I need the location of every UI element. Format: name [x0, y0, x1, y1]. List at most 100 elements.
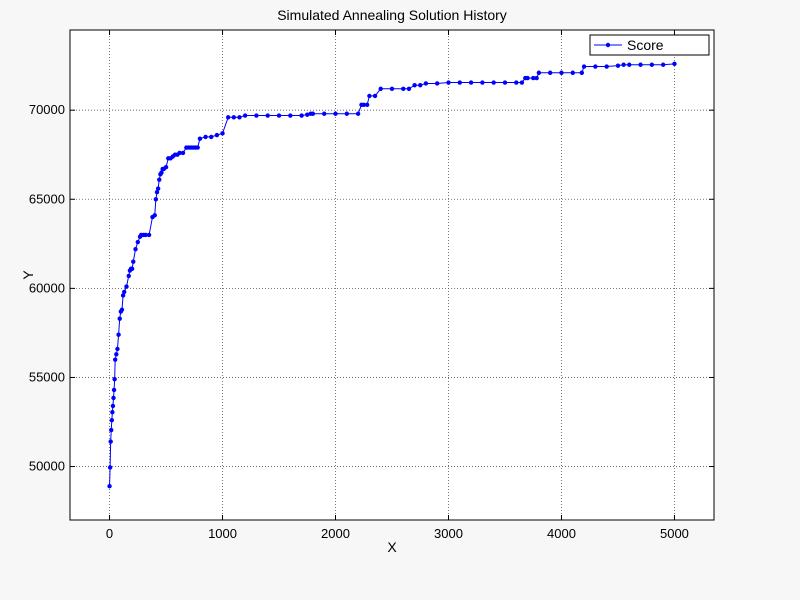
x-tick-label: 0 [106, 526, 113, 541]
data-point [355, 111, 361, 116]
x-axis-label: X [387, 539, 397, 555]
x-tick-label: 5000 [660, 526, 689, 541]
data-point [491, 80, 496, 85]
data-point [536, 70, 542, 75]
data-point [126, 273, 131, 279]
data-point [111, 387, 117, 393]
data-point [265, 113, 270, 118]
data-point [276, 113, 282, 118]
data-point [108, 439, 113, 444]
data-point [525, 75, 530, 81]
data-point [117, 316, 122, 321]
data-point [660, 62, 666, 67]
data-point [115, 346, 120, 352]
y-tick-label: 70000 [29, 102, 65, 117]
data-point [203, 134, 208, 140]
x-tick-label: 4000 [547, 526, 576, 541]
data-point [214, 132, 220, 138]
data-point [514, 80, 519, 85]
data-point [621, 62, 626, 67]
data-point [122, 289, 127, 295]
series-layer [107, 61, 677, 489]
data-point [119, 307, 125, 312]
data-point [672, 61, 677, 67]
data-point [110, 403, 116, 409]
data-point [177, 150, 182, 156]
ticks: 0 1000 2000 3000 4000 5000 50000 55000 60000 6500… [29, 30, 714, 541]
data-point [638, 62, 643, 67]
data-point [107, 465, 113, 470]
data-point [124, 284, 129, 289]
data-point [418, 83, 423, 88]
y-tick-label: 65000 [29, 191, 65, 206]
data-point [242, 113, 248, 118]
data-point [570, 70, 575, 75]
data-point [604, 64, 609, 69]
legend-box [589, 34, 710, 56]
data-point [111, 395, 116, 401]
data-point [114, 352, 119, 357]
data-point [401, 86, 406, 92]
x-tick-label: 2000 [321, 526, 350, 541]
data-point [195, 145, 200, 150]
legend: Score [589, 34, 710, 56]
chart-title: Simulated Annealing Solution History [277, 7, 507, 23]
data-point [468, 80, 474, 85]
data-point [143, 232, 148, 238]
data-point [197, 136, 203, 141]
data-point [155, 186, 161, 191]
data-point [153, 197, 159, 202]
data-point [209, 134, 214, 140]
data-point [220, 131, 225, 136]
data-point [649, 62, 655, 67]
data-point [423, 81, 429, 86]
data-point [559, 70, 564, 75]
data-point [367, 93, 372, 99]
data-point [531, 75, 536, 81]
data-point [163, 165, 169, 170]
x-tick-label: 3000 [434, 526, 463, 541]
data-point [180, 150, 186, 156]
plot-area [70, 30, 714, 520]
data-point [457, 80, 462, 85]
plot-frame [69, 29, 715, 521]
y-axis-label: Y [20, 270, 36, 280]
data-point [519, 80, 525, 85]
data-point [361, 102, 366, 108]
data-point [299, 113, 304, 118]
data-point [502, 80, 508, 85]
data-point [107, 483, 112, 489]
data-point [146, 232, 152, 238]
data-point [534, 75, 539, 81]
data-point [110, 410, 115, 415]
data-point [615, 63, 621, 68]
data-point [372, 93, 378, 99]
data-point [333, 111, 338, 116]
data-point [627, 62, 632, 67]
legend-marker [605, 42, 611, 48]
data-point [412, 83, 417, 88]
data-point [378, 86, 383, 92]
data-point [364, 102, 370, 108]
data-point [288, 113, 293, 118]
data-point [154, 189, 160, 195]
data-point [109, 427, 114, 433]
data-point [131, 259, 136, 264]
data-point [389, 86, 395, 92]
data-point [434, 81, 440, 86]
data-point [159, 170, 164, 175]
data-point [225, 115, 231, 120]
y-tick-label: 50000 [29, 459, 65, 474]
data-point [112, 357, 118, 362]
data-point [237, 115, 242, 120]
data-point [231, 115, 237, 120]
data-point [129, 266, 135, 271]
data-point [446, 80, 451, 85]
data-point [344, 111, 350, 116]
data-point [109, 418, 115, 423]
data-point [310, 111, 316, 116]
data-point [116, 332, 121, 337]
data-point [593, 64, 598, 69]
data-point [406, 86, 412, 92]
